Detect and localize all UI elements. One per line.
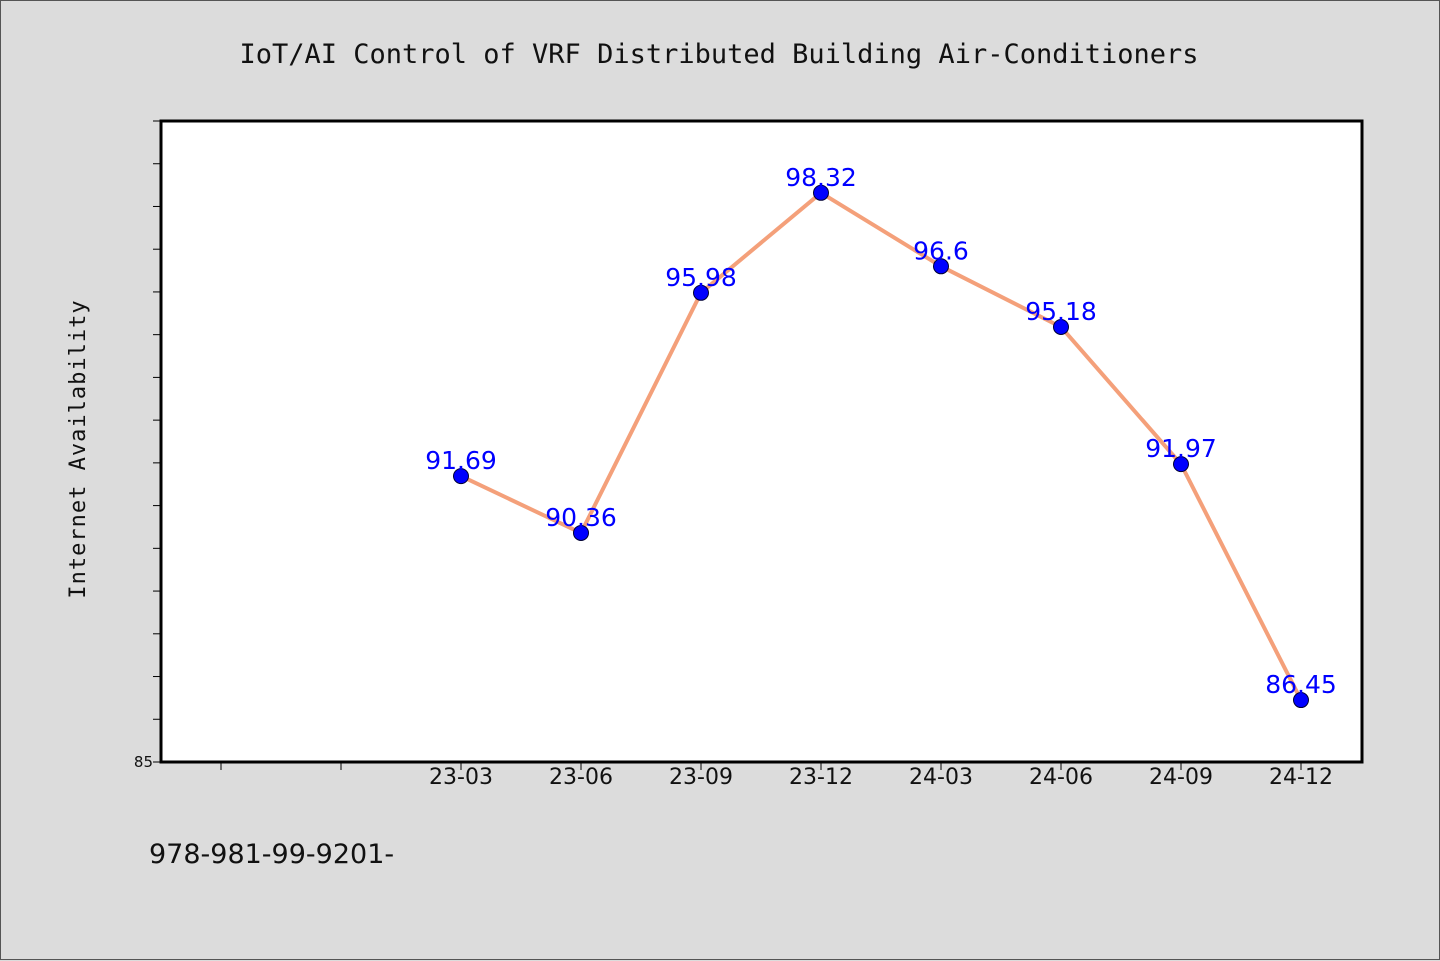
data-point (1053, 318, 1069, 335)
x-axis-ticks: 23-03 23-06 23-09 23-12 24-03 24-06 24-09 24-12 (220, 762, 1333, 790)
data-label: 91.69 (425, 446, 497, 475)
data-label: 96.6 (913, 236, 969, 265)
x-tick-label: 23-12 (789, 765, 853, 790)
data-point (1173, 456, 1189, 473)
y-axis-label: Internet Availability (66, 299, 91, 598)
data-point (933, 258, 949, 275)
x-tick-label: 24-09 (1149, 765, 1213, 790)
footer-text: 978-981-99-9201- (149, 839, 394, 870)
data-point (1293, 692, 1309, 709)
data-labels-layer: 91.69 90.36 95.98 98.32 96.6 95.18 91.97 86.45 (425, 163, 1337, 699)
data-label: 91.97 (1145, 434, 1217, 463)
x-tick-label: 24-03 (909, 765, 973, 790)
x-tick-label: 23-06 (549, 765, 613, 790)
data-label: 90.36 (545, 503, 617, 532)
x-tick-label: 24-12 (1269, 765, 1333, 790)
y-axis-ticks: 85 (134, 120, 161, 771)
x-tick-label: 23-09 (669, 765, 733, 790)
data-label: 95.18 (1025, 297, 1097, 326)
data-point (573, 524, 589, 541)
chart-title: IoT/AI Control of VRF Distributed Buildi… (239, 39, 1198, 70)
x-tick-label: 23-03 (429, 765, 493, 790)
x-tick-label: 24-06 (1029, 765, 1093, 790)
data-point (453, 468, 469, 485)
series-line (460, 190, 1303, 701)
data-point (813, 184, 829, 201)
data-label: 98.32 (785, 163, 857, 192)
data-label: 95.98 (665, 263, 737, 292)
data-label: 86.45 (1265, 670, 1337, 699)
series-layer (453, 184, 1309, 709)
y-tick-label: 85 (134, 753, 153, 771)
data-point (693, 284, 709, 301)
